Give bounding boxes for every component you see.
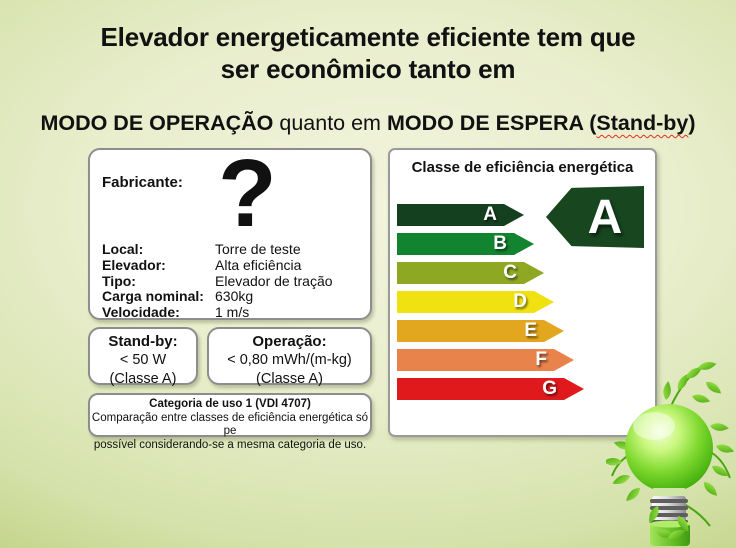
efficiency-class-letter: F (535, 349, 547, 370)
elevator-info-card: Fabricante: ? Local: Torre de teste Elevad… (88, 140, 372, 321)
subtitle-standby-word: Stand-by (596, 111, 689, 135)
info-row: Local: Torre de teste (102, 241, 364, 258)
slide-title-line1: Elevador energeticamente eficiente tem q… (100, 22, 636, 52)
category-title: Categoria de uso 1 (VDI 4707) (149, 398, 311, 410)
category-body-line2: possível considerando-se a mesma categor… (93, 438, 367, 451)
efficiency-bar-e: E (397, 320, 564, 342)
operation-value: < 0,80 mWh/(m-kg) (227, 352, 352, 368)
operation-class: (Classe A) (256, 371, 323, 387)
efficiency-class-letter: A (483, 204, 497, 225)
info-row: Velocidade: 1 m/s (102, 304, 364, 321)
eco-lightbulb-with-leaves-icon (606, 360, 736, 546)
efficiency-bar-f: F (397, 349, 574, 371)
slide-title: Elevador energeticamente eficiente tem q… (0, 21, 736, 85)
info-row: Carga nominal: 630kg (102, 289, 364, 305)
info-row-value: Torre de teste (215, 241, 301, 257)
standby-class: (Classe A) (109, 371, 177, 387)
efficiency-class-letter: C (503, 262, 517, 283)
efficiency-class-letter: G (542, 378, 557, 399)
question-mark: ? (218, 140, 277, 247)
info-row: Tipo: Elevador de tração (102, 272, 364, 290)
slide-subtitle: MODO DE OPERAÇÃO quanto em MODO DE ESPER… (0, 110, 736, 137)
efficiency-panel-title: Classe de eficiência energética (411, 159, 634, 176)
efficiency-bar-c: C (397, 262, 544, 284)
info-row: Elevador: Alta eficiência (102, 256, 364, 274)
info-row-label: Tipo: (102, 272, 136, 289)
efficiency-bar-b: B (397, 233, 534, 255)
efficiency-bar-a: A (397, 204, 524, 226)
operation-card: Operação: < 0,80 mWh/(m-kg) (Classe A) (207, 327, 372, 387)
subtitle-operation-mode: MODO DE OPERAÇÃO (40, 111, 274, 135)
efficiency-class-letter: B (493, 233, 507, 254)
subtitle-close-paren: ) (688, 111, 696, 135)
elevator-label-group: Fabricante: ? Local: Torre de teste Elevad… (88, 140, 372, 451)
category-body-line1: Comparação entre classes de eficiência e… (91, 411, 369, 438)
manufacturer-label: Fabricante: (102, 174, 183, 191)
standby-card: Stand-by: < 50 W (Classe A) (88, 327, 198, 387)
rating-letter: A (587, 190, 623, 244)
info-row-value: Alta eficiência (215, 256, 302, 273)
standby-title: Stand-by: (108, 333, 178, 350)
slide-title-line2: ser econômico tanto em (220, 54, 516, 84)
info-row-value: 1 m/s (215, 304, 250, 321)
category-card: Categoria de uso 1 (VDI 4707) Comparação… (88, 393, 372, 451)
info-row-value: Elevador de tração (215, 272, 333, 289)
info-row-value: 630kg (215, 288, 254, 305)
info-row-label: Elevador: (102, 256, 166, 273)
operation-title: Operação: (252, 333, 327, 350)
subtitle-standby-mode: MODO DE ESPERA ( (386, 111, 597, 135)
efficiency-bar-g: G (397, 378, 584, 400)
efficiency-bar-d: D (397, 291, 554, 313)
info-row-label: Velocidade: (102, 304, 180, 321)
efficiency-class-letter: E (524, 320, 537, 341)
info-row-label: Carga nominal: (102, 288, 204, 305)
efficiency-class-letter: D (513, 291, 527, 312)
elevator-info-table: Local: Torre de teste Elevador: Alta eficiê… (102, 241, 364, 321)
info-row-label: Local: (102, 241, 144, 257)
standby-value: < 50 W (119, 352, 167, 368)
subtitle-connector: quanto em (273, 111, 387, 135)
